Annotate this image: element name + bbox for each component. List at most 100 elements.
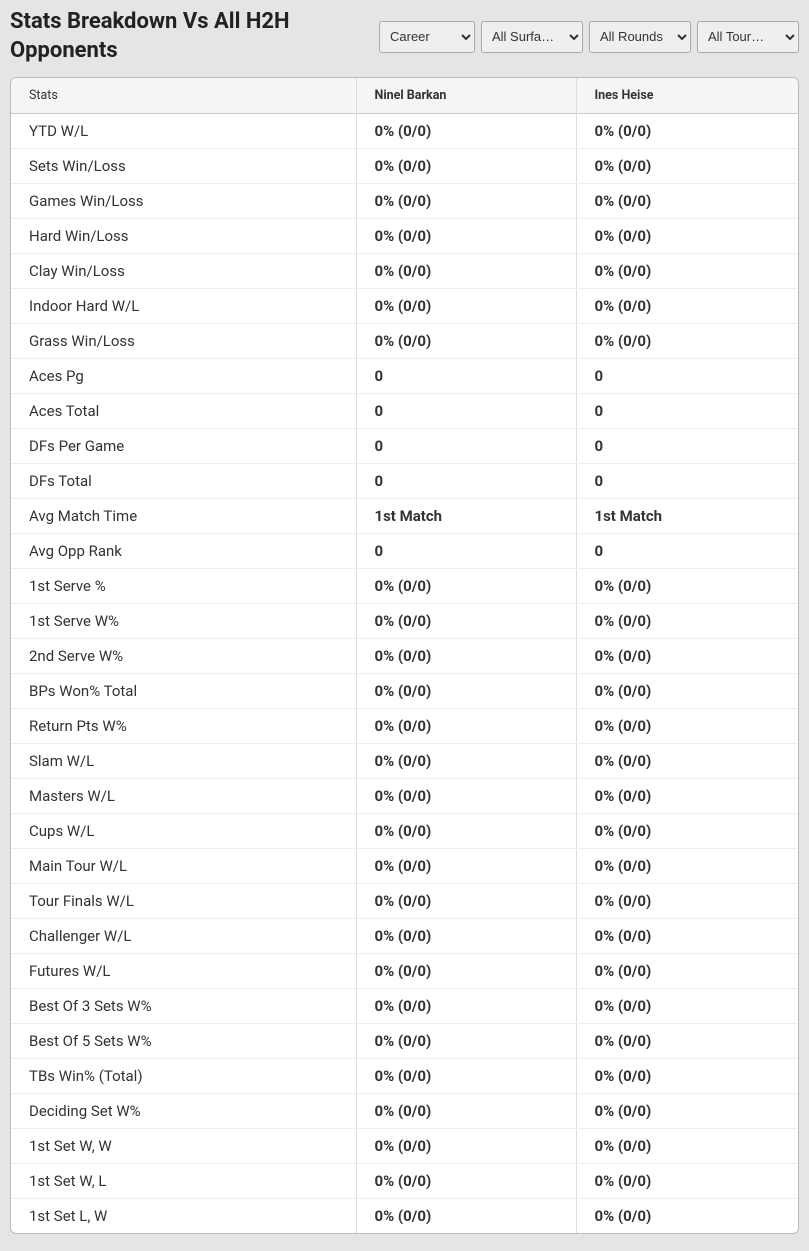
stat-label: BPs Won% Total: [11, 674, 356, 709]
table-row: Return Pts W%0% (0/0)0% (0/0): [11, 709, 798, 744]
stat-value-player1: 0% (0/0): [356, 1129, 576, 1164]
table-row: Grass Win/Loss0% (0/0)0% (0/0): [11, 324, 798, 359]
stat-value-player1: 0% (0/0): [356, 639, 576, 674]
stat-value-player1: 0% (0/0): [356, 919, 576, 954]
table-row: Avg Match Time1st Match1st Match: [11, 499, 798, 534]
table-row: Avg Opp Rank00: [11, 534, 798, 569]
stat-value-player2: 0% (0/0): [576, 884, 798, 919]
stat-value-player1: 0% (0/0): [356, 849, 576, 884]
stat-value-player1: 0% (0/0): [356, 569, 576, 604]
stat-value-player2: 0% (0/0): [576, 114, 798, 149]
stat-value-player2: 0% (0/0): [576, 639, 798, 674]
stat-value-player1: 0% (0/0): [356, 674, 576, 709]
stat-value-player2: 0% (0/0): [576, 1094, 798, 1129]
filter-tour-select[interactable]: All Tour…: [697, 21, 799, 53]
table-row: Best Of 3 Sets W%0% (0/0)0% (0/0): [11, 989, 798, 1024]
stat-value-player1: 0% (0/0): [356, 219, 576, 254]
stat-value-player1: 0: [356, 394, 576, 429]
stat-value-player2: 0% (0/0): [576, 954, 798, 989]
table-header-row: Stats Ninel Barkan Ines Heise: [11, 78, 798, 114]
table-row: DFs Total00: [11, 464, 798, 499]
stat-value-player1: 0% (0/0): [356, 254, 576, 289]
stat-label: YTD W/L: [11, 114, 356, 149]
stat-label: 1st Serve %: [11, 569, 356, 604]
stat-value-player2: 0% (0/0): [576, 289, 798, 324]
page-title: Stats Breakdown Vs All H2H Opponents: [10, 8, 370, 65]
stat-value-player1: 0% (0/0): [356, 324, 576, 359]
stat-value-player1: 0% (0/0): [356, 114, 576, 149]
stat-label: Masters W/L: [11, 779, 356, 814]
stat-label: Futures W/L: [11, 954, 356, 989]
stat-value-player2: 0% (0/0): [576, 324, 798, 359]
table-row: Main Tour W/L0% (0/0)0% (0/0): [11, 849, 798, 884]
column-header-player1: Ninel Barkan: [356, 78, 576, 114]
stat-value-player1: 1st Match: [356, 499, 576, 534]
filter-rounds-select[interactable]: All Rounds: [589, 21, 691, 53]
stat-value-player1: 0: [356, 359, 576, 394]
stat-label: TBs Win% (Total): [11, 1059, 356, 1094]
stat-value-player2: 0% (0/0): [576, 604, 798, 639]
stat-value-player1: 0% (0/0): [356, 1024, 576, 1059]
column-header-player2: Ines Heise: [576, 78, 798, 114]
stats-table: Stats Ninel Barkan Ines Heise YTD W/L0% …: [11, 78, 798, 1233]
stat-value-player1: 0% (0/0): [356, 954, 576, 989]
stat-value-player2: 0% (0/0): [576, 989, 798, 1024]
stat-label: Indoor Hard W/L: [11, 289, 356, 324]
table-row: Tour Finals W/L0% (0/0)0% (0/0): [11, 884, 798, 919]
filter-surface-select[interactable]: All Surfa…: [481, 21, 583, 53]
stat-value-player2: 0% (0/0): [576, 219, 798, 254]
stat-label: Deciding Set W%: [11, 1094, 356, 1129]
stat-value-player2: 0% (0/0): [576, 1059, 798, 1094]
stat-value-player2: 0% (0/0): [576, 814, 798, 849]
column-header-stats: Stats: [11, 78, 356, 114]
stat-label: Challenger W/L: [11, 919, 356, 954]
stat-value-player2: 0% (0/0): [576, 184, 798, 219]
stat-label: 1st Serve W%: [11, 604, 356, 639]
stat-value-player1: 0% (0/0): [356, 884, 576, 919]
stat-label: Slam W/L: [11, 744, 356, 779]
table-row: Aces Total00: [11, 394, 798, 429]
table-row: TBs Win% (Total)0% (0/0)0% (0/0): [11, 1059, 798, 1094]
stat-value-player2: 0% (0/0): [576, 254, 798, 289]
stat-label: Games Win/Loss: [11, 184, 356, 219]
stat-value-player1: 0% (0/0): [356, 1094, 576, 1129]
stat-value-player2: 0% (0/0): [576, 709, 798, 744]
table-row: Sets Win/Loss0% (0/0)0% (0/0): [11, 149, 798, 184]
table-row: Aces Pg00: [11, 359, 798, 394]
table-row: 1st Set W, W0% (0/0)0% (0/0): [11, 1129, 798, 1164]
table-row: Futures W/L0% (0/0)0% (0/0): [11, 954, 798, 989]
stat-value-player2: 0% (0/0): [576, 1024, 798, 1059]
stat-label: Best Of 3 Sets W%: [11, 989, 356, 1024]
stat-value-player2: 0: [576, 534, 798, 569]
stat-label: Cups W/L: [11, 814, 356, 849]
filter-career-select[interactable]: Career: [379, 21, 475, 53]
stat-label: Aces Pg: [11, 359, 356, 394]
stat-value-player2: 0% (0/0): [576, 1199, 798, 1234]
stat-label: Hard Win/Loss: [11, 219, 356, 254]
filter-bar: Career All Surfa… All Rounds All Tour…: [379, 21, 799, 53]
stat-label: Avg Match Time: [11, 499, 356, 534]
stat-value-player1: 0% (0/0): [356, 989, 576, 1024]
table-row: Deciding Set W%0% (0/0)0% (0/0): [11, 1094, 798, 1129]
table-row: YTD W/L0% (0/0)0% (0/0): [11, 114, 798, 149]
page-header: Stats Breakdown Vs All H2H Opponents Car…: [0, 0, 809, 77]
stat-value-player1: 0% (0/0): [356, 709, 576, 744]
stat-value-player2: 0% (0/0): [576, 674, 798, 709]
stat-value-player2: 0% (0/0): [576, 849, 798, 884]
stat-value-player2: 0% (0/0): [576, 744, 798, 779]
stat-value-player1: 0: [356, 534, 576, 569]
table-row: 1st Set W, L0% (0/0)0% (0/0): [11, 1164, 798, 1199]
table-row: Masters W/L0% (0/0)0% (0/0): [11, 779, 798, 814]
stat-value-player1: 0: [356, 429, 576, 464]
stat-label: DFs Total: [11, 464, 356, 499]
stat-value-player2: 0% (0/0): [576, 919, 798, 954]
table-row: Best Of 5 Sets W%0% (0/0)0% (0/0): [11, 1024, 798, 1059]
table-row: 1st Set L, W0% (0/0)0% (0/0): [11, 1199, 798, 1234]
stat-label: 2nd Serve W%: [11, 639, 356, 674]
table-row: 1st Serve W%0% (0/0)0% (0/0): [11, 604, 798, 639]
stat-value-player2: 0% (0/0): [576, 1164, 798, 1199]
stat-value-player1: 0% (0/0): [356, 814, 576, 849]
stat-value-player2: 0% (0/0): [576, 149, 798, 184]
stat-label: Return Pts W%: [11, 709, 356, 744]
stat-label: Main Tour W/L: [11, 849, 356, 884]
